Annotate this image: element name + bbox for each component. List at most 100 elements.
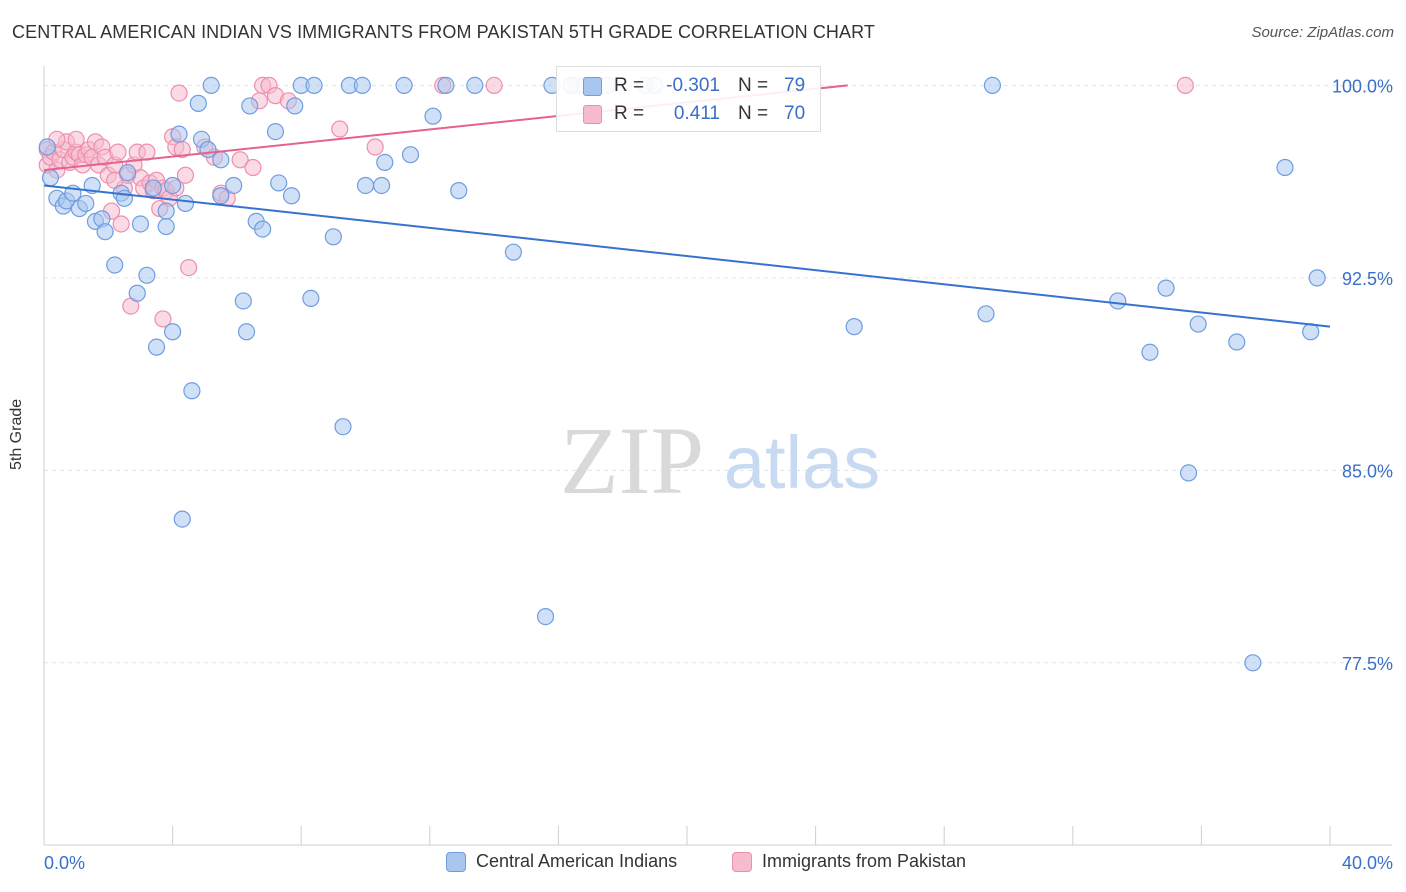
legend-row-pink: R = 0.411 N = 70	[583, 103, 805, 125]
y-tick-label: 92.5%	[1342, 269, 1393, 289]
data-point	[1189, 315, 1207, 333]
data-point	[395, 76, 413, 94]
r-value: -0.301	[666, 75, 720, 96]
data-point	[983, 76, 1002, 94]
data-point	[376, 153, 394, 171]
data-point	[536, 608, 555, 626]
watermark-zip: ZIP	[560, 407, 704, 514]
pink-swatch	[732, 851, 752, 872]
legend-label: Central American Indians	[476, 851, 678, 871]
watermark: ZIP atlas	[560, 407, 880, 514]
data-point	[212, 187, 230, 205]
data-point	[231, 151, 249, 169]
data-point	[366, 138, 384, 156]
data-point	[164, 176, 182, 195]
y-tick-label: 85.0%	[1342, 461, 1393, 481]
data-point	[147, 338, 166, 356]
data-point	[437, 76, 455, 94]
axes	[43, 66, 1392, 846]
data-point	[241, 97, 259, 115]
data-point	[353, 76, 371, 94]
blue-swatch	[446, 851, 466, 872]
data-point	[199, 140, 217, 159]
data-point	[334, 418, 352, 436]
data-point	[450, 182, 468, 200]
data-point	[302, 289, 320, 307]
data-point	[106, 256, 124, 274]
data-point	[331, 120, 349, 138]
x-tick-label: 40.0%	[1342, 853, 1393, 873]
data-point	[176, 194, 195, 213]
data-point	[164, 323, 182, 341]
n-label: N =	[738, 75, 769, 96]
x-tick-label: 0.0%	[44, 853, 85, 873]
data-point	[1109, 292, 1127, 310]
data-point	[212, 151, 230, 169]
data-point	[138, 266, 156, 284]
data-point	[270, 174, 288, 192]
r-label: R =	[614, 103, 645, 124]
data-point	[109, 143, 127, 161]
data-point	[144, 179, 162, 197]
pink-swatch	[583, 104, 602, 124]
data-point	[112, 215, 130, 233]
data-point	[466, 76, 484, 94]
data-point	[1157, 279, 1175, 297]
data-point	[1244, 654, 1262, 672]
data-point	[1176, 76, 1194, 94]
data-point	[128, 284, 146, 302]
legend-label: Immigrants from Pakistan	[762, 851, 967, 871]
data-point	[202, 76, 220, 94]
data-point	[244, 158, 262, 177]
blue-swatch	[583, 76, 602, 96]
y-tick-label: 100.0%	[1332, 76, 1393, 96]
data-point	[176, 166, 195, 184]
data-point	[189, 94, 207, 112]
central-american-points	[38, 76, 1326, 672]
data-point	[183, 382, 201, 400]
data-point	[170, 125, 188, 143]
chart-title: CENTRAL AMERICAN INDIAN VS IMMIGRANTS FR…	[12, 22, 875, 42]
data-point	[1179, 464, 1198, 482]
data-point	[237, 323, 256, 341]
data-point	[67, 130, 85, 148]
data-point	[170, 84, 188, 102]
data-point	[131, 215, 150, 233]
data-point	[1228, 333, 1246, 351]
data-point	[154, 310, 172, 328]
data-point	[424, 107, 442, 125]
data-point	[234, 292, 252, 310]
trend-line-central-american	[43, 184, 1331, 328]
data-point	[372, 176, 391, 195]
legend-item-pakistan: Immigrants from Pakistan	[732, 851, 966, 872]
data-point	[977, 305, 995, 323]
data-point	[286, 97, 304, 115]
n-value: 79	[784, 75, 806, 96]
data-point	[41, 169, 60, 187]
legend-row-blue: R = -0.301 N = 79	[583, 75, 805, 97]
data-point	[96, 223, 114, 241]
n-label: N =	[738, 103, 769, 124]
n-value: 70	[784, 103, 806, 124]
data-point	[118, 164, 137, 182]
data-point	[180, 258, 198, 277]
data-point	[266, 122, 285, 141]
data-point	[504, 243, 522, 261]
data-point	[38, 138, 56, 156]
correlation-legend: R = -0.301 N = 79 R = 0.411 N = 70	[556, 66, 821, 132]
data-point	[845, 318, 863, 336]
data-point	[225, 176, 243, 195]
watermark-atlas: atlas	[724, 421, 880, 504]
data-point	[1308, 269, 1326, 287]
data-point	[157, 217, 175, 236]
data-point	[1302, 323, 1320, 341]
data-point	[254, 220, 272, 238]
r-value: 0.411	[673, 103, 720, 124]
data-point	[305, 76, 323, 94]
data-point	[282, 187, 301, 205]
legend-item-central-american: Central American Indians	[446, 851, 677, 872]
tick-labels: 77.5% 85.0% 92.5% 100.0% 0.0% 40.0%	[44, 76, 1393, 873]
data-point	[485, 76, 503, 94]
data-point	[401, 146, 420, 164]
data-point	[77, 194, 95, 213]
